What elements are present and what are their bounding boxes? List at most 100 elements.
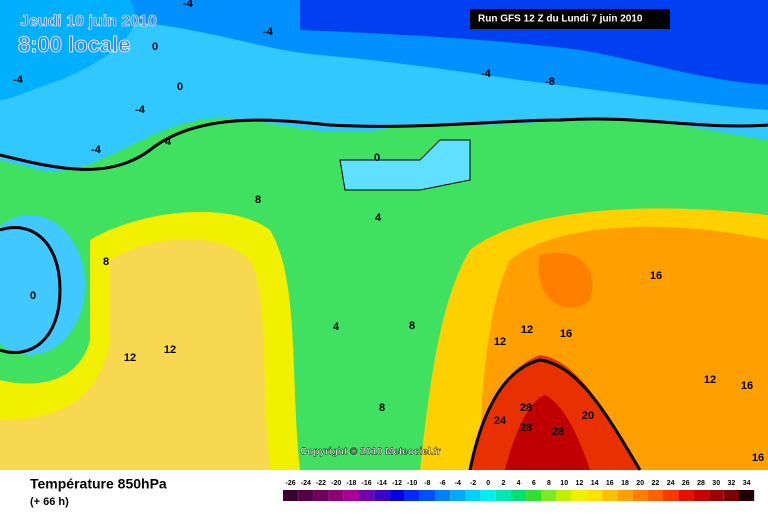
- legend-title: Température 850hPa: [30, 476, 167, 492]
- contour-label: 16: [741, 380, 753, 392]
- scale-label: -16: [362, 480, 372, 487]
- scale-label: 0: [486, 480, 490, 487]
- scale-swatch: [663, 490, 679, 501]
- scale-label: -14: [377, 480, 387, 487]
- scale-swatch: [283, 490, 299, 501]
- scale-swatch: [465, 490, 481, 501]
- field-darkred: [505, 395, 590, 470]
- scale-label: 16: [606, 480, 614, 487]
- scale-swatch: [298, 490, 314, 501]
- scale-swatch: [693, 490, 709, 501]
- subtitle: 8:00 locale: [18, 32, 131, 57]
- contour-label: 0: [177, 81, 183, 93]
- contour-label: 4: [333, 321, 340, 333]
- contour-label: 8: [409, 320, 415, 332]
- scale-label: -4: [455, 480, 461, 487]
- scale-label: 12: [576, 480, 584, 487]
- scale-swatch: [419, 490, 435, 501]
- legend-lead: (+ 66 h): [30, 496, 69, 508]
- contour-zero: [339, 139, 471, 191]
- scale-label: -22: [316, 480, 326, 487]
- scale-label: -10: [407, 480, 417, 487]
- contour-line: [468, 358, 642, 471]
- contour-label: 0: [152, 41, 158, 53]
- field-cyan2: [0, 0, 136, 100]
- scale-swatch: [404, 490, 420, 501]
- scale-label: 30: [712, 480, 720, 487]
- contour-label: 8: [103, 256, 109, 268]
- scale-swatch: [495, 490, 511, 501]
- contour-label: 0: [30, 290, 36, 302]
- contour-label: -4: [91, 144, 102, 156]
- contour-label: -8: [545, 76, 555, 88]
- scale-swatch: [556, 490, 572, 501]
- scale-label: -6: [439, 480, 445, 487]
- contour-label: 28: [520, 422, 532, 434]
- field-hot: [538, 252, 593, 308]
- scale-label: 28: [697, 480, 705, 487]
- scale-label: -26: [286, 480, 296, 487]
- scale-swatch: [480, 490, 496, 501]
- scale-label: -2: [470, 480, 476, 487]
- contour-label: 16: [650, 270, 662, 282]
- scale-label: -18: [346, 480, 356, 487]
- scale-swatch: [511, 490, 527, 501]
- scale-label: 24: [667, 480, 675, 487]
- contour-label: 12: [124, 352, 136, 364]
- scale-label: 22: [652, 480, 660, 487]
- map: -4 -4 -4 -4 -4 -4 -8 0 0 0 0 4 4 4 8 8 8 8 12 12 12 12 12 16 16 1…: [0, 0, 768, 471]
- contour-label: 12: [164, 344, 176, 356]
- scale-swatch: [343, 490, 359, 501]
- contour-label: 28: [552, 426, 564, 438]
- contour-label: -4: [13, 74, 24, 86]
- title: Jeudi 10 juin 2010: [20, 13, 157, 30]
- scale-label: 32: [728, 480, 736, 487]
- contour-labels: -4 -4 -4 -4 -4 -4 -8 0 0 0 0 4 4 4 8 8 8 8 12 12 12 12 12 16 16 1…: [13, 0, 764, 464]
- scale-swatch: [617, 490, 633, 501]
- scale-swatch: [526, 490, 542, 501]
- scale-swatch: [435, 490, 451, 501]
- color-scale: -26 -24 -22 -20 -18 -16 -14 -12 -10 -8 -6 -4 -2 0 2 4 6 8…: [283, 480, 755, 501]
- contour-label: 8: [379, 402, 385, 414]
- scale-swatch: [632, 490, 648, 501]
- contour-label: 12: [704, 374, 716, 386]
- scale-label: 4: [517, 480, 521, 487]
- field-cold-pool: [0, 215, 85, 355]
- contour-label: 12: [521, 324, 533, 336]
- contour-label: 20: [582, 410, 594, 422]
- run-info: Run GFS 12 Z du Lundi 7 juin 2010: [478, 14, 643, 25]
- contour-line: [0, 117, 768, 171]
- scale-label: -24: [301, 480, 311, 487]
- scale-swatch: [647, 490, 663, 501]
- scale-swatch: [541, 490, 557, 501]
- scale-swatch: [723, 490, 739, 501]
- scale-label: 8: [547, 480, 551, 487]
- contour-label: 16: [752, 452, 764, 464]
- scale-swatch: [389, 490, 405, 501]
- scale-label: 10: [560, 480, 568, 487]
- scale-label: 26: [682, 480, 690, 487]
- scale-label: 34: [743, 480, 751, 487]
- scale-swatch: [602, 490, 618, 501]
- scale-swatch: [450, 490, 466, 501]
- scale-swatch: [571, 490, 587, 501]
- contour-line: [0, 226, 62, 354]
- contour-label: 0: [374, 152, 380, 164]
- scale-label: 14: [591, 480, 599, 487]
- contour-label: 4: [165, 136, 172, 148]
- scale-label: 2: [501, 480, 505, 487]
- contour-label: 12: [494, 336, 506, 348]
- contour-label: 16: [560, 328, 572, 340]
- contour-label: -4: [481, 68, 492, 80]
- contour-label: -4: [263, 26, 274, 38]
- contour-label: 28: [520, 402, 532, 414]
- scale-swatch: [587, 490, 603, 501]
- contour-label: 24: [494, 415, 507, 427]
- scale-label: 6: [532, 480, 536, 487]
- scale-swatch: [313, 490, 329, 501]
- contour-label: -4: [135, 104, 146, 116]
- scale-label: 18: [621, 480, 629, 487]
- run-box: [470, 9, 670, 29]
- scale-swatch: [678, 490, 694, 501]
- scale-swatch: [739, 490, 755, 501]
